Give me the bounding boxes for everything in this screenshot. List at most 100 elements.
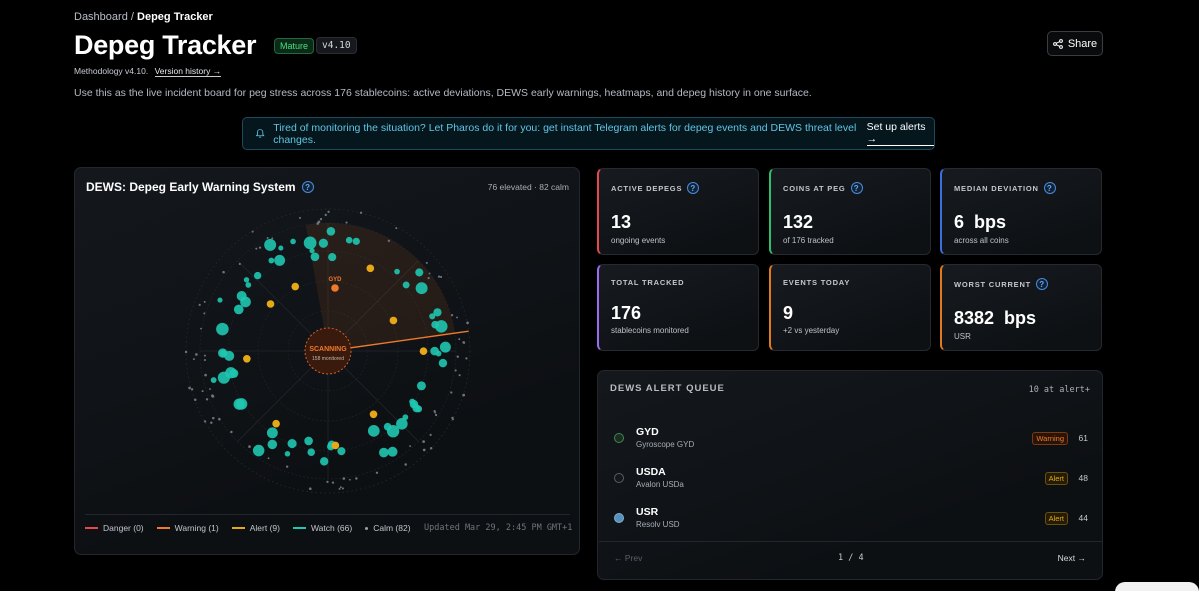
corner-widget[interactable] [1115,582,1199,591]
radar-dot-calm [190,388,194,391]
radar-dot-watch [245,282,252,288]
radar-dot-alert [272,419,280,428]
alerts-banner: Tired of monitoring the situation? Let P… [242,117,935,150]
dews-radar[interactable]: SCANNING 158 monitored GYD [177,208,479,510]
stat-card-median-deviation[interactable]: MEDIAN DEVIATION? 6 bps across all coins [940,168,1102,255]
radar-dot-calm [342,477,346,480]
radar-dot-calm [203,300,206,303]
radar-dot-calm [298,216,301,219]
radar-dot-calm [338,487,341,490]
radar-dot-watch [402,281,410,289]
radar-dot-calm [327,210,330,213]
bell-icon [255,129,265,138]
radar-center-sub: 158 monitored [312,356,344,362]
radar-dot-watch [210,377,217,383]
radar-dot-calm [184,350,188,354]
help-icon[interactable]: ? [687,182,700,194]
radar-dot-watch [345,236,353,244]
radar-dot-calm [324,213,327,217]
radar-dot-calm [429,447,433,450]
radar-dot-calm [458,338,461,341]
radar-dot-watch [233,398,245,410]
radar-dot-calm [230,430,233,434]
stat-card-events-today[interactable]: EVENTS TODAY 9 +2 vs yesterday [769,264,931,351]
coin-icon [614,473,624,483]
radar-dot-calm [434,411,437,414]
page-title: Depeg Tracker [74,30,257,60]
radar-dot-watch [435,350,442,357]
share-button[interactable]: Share [1047,31,1103,56]
coin-symbol: USR [636,506,659,518]
queue-row[interactable]: USR Resolv USD Alert 44 [614,505,1092,535]
radar-dot-calm [463,341,466,344]
radar-dot-calm [209,388,211,390]
radar-highlight-label: GYD [328,277,342,283]
radar-dot-calm [345,221,348,224]
radar-dot-calm [251,230,254,233]
radar-sweep-line [327,330,469,352]
radar-dot-watch [415,268,424,277]
radar-dot-watch [252,444,265,457]
stat-value: 6 bps [954,212,1007,232]
radar-dot-calm [422,440,426,444]
radar-dot-watch [278,245,284,251]
page-description: Use this as the live incident board for … [74,87,812,99]
radar-dot-calm [450,313,454,317]
stat-value: 8382 bps [954,308,1037,328]
status-badge: Mature [274,38,315,54]
stat-label: ACTIVE DEPEGS [611,183,683,193]
dews-panel: DEWS: Depeg Early Warning System ? 76 el… [74,167,580,555]
radar-dot-watch [379,447,389,458]
stat-card-coins-at-peg[interactable]: COINS AT PEG? 132 of 176 tracked [769,168,931,255]
radar-dot-calm [428,272,431,275]
radar-center-label: SCANNING [309,346,347,353]
radar-dot-calm [238,262,241,266]
stat-card-active-depegs[interactable]: ACTIVE DEPEGS? 13 ongoing events [597,168,759,255]
stat-card-total-tracked[interactable]: TOTAL TRACKED 176 stablecoins monitored [597,264,759,351]
set-up-alerts-link[interactable]: Set up alerts → [866,121,934,146]
prev-page-button[interactable]: ← Prev [614,553,643,563]
radar-dot-calm [331,481,335,484]
radar-dot-calm [203,312,206,315]
help-icon[interactable]: ? [850,182,863,194]
queue-divider [599,541,1103,542]
radar-dot-watch [402,414,409,421]
radar-dot-calm [210,421,213,424]
radar-dot-watch [439,341,451,353]
queue-title: DEWS ALERT QUEUE [610,383,725,394]
methodology: Methodology v4.10. Version history → [74,66,222,77]
stat-card-worst-current[interactable]: WORST CURRENT? 8382 bps USR [940,264,1102,351]
updated-timestamp: Updated Mar 29, 2:45 PM GMT+1 [424,523,573,533]
version-history-link[interactable]: Version history → [154,66,222,77]
radar-dot-alert [389,316,398,325]
radar-dot-watch [274,254,286,266]
radar-dot-watch [429,313,436,320]
queue-row[interactable]: USDA Avalon USDa Alert 48 [614,465,1092,495]
coin-symbol: USDA [636,466,666,478]
radar-dot-calm [427,276,430,280]
dews-score: 44 [1078,513,1088,523]
radar-dot-calm [422,448,426,452]
next-page-button[interactable]: Next → [1057,553,1086,563]
help-icon[interactable]: ? [1043,182,1056,194]
coin-icon [614,433,624,443]
radar-dot-calm [339,486,342,489]
dews-count: 76 elevated · 82 calm [487,182,569,192]
radar-dot-calm [218,417,221,421]
stat-label: COINS AT PEG [783,183,846,193]
help-icon[interactable]: ? [301,181,314,193]
stat-value: 176 [611,303,642,323]
radar-dot-calm [200,327,202,330]
help-icon[interactable]: ? [1036,278,1049,290]
radar-dot-calm [203,354,206,357]
radar-dot-watch [415,282,428,295]
stat-label: WORST CURRENT [954,279,1032,289]
radar-dot-calm [203,420,207,423]
radar-dot-watch [309,248,315,254]
breadcrumb-dashboard[interactable]: Dashboard [74,11,128,23]
radar-dot-watch [435,320,448,333]
queue-row[interactable]: GYD Gyroscope GYD Warning 61 [614,425,1092,455]
radar-dot-calm [425,261,428,264]
radar-dot-calm [429,433,432,436]
radar-dot-watch [307,448,316,456]
